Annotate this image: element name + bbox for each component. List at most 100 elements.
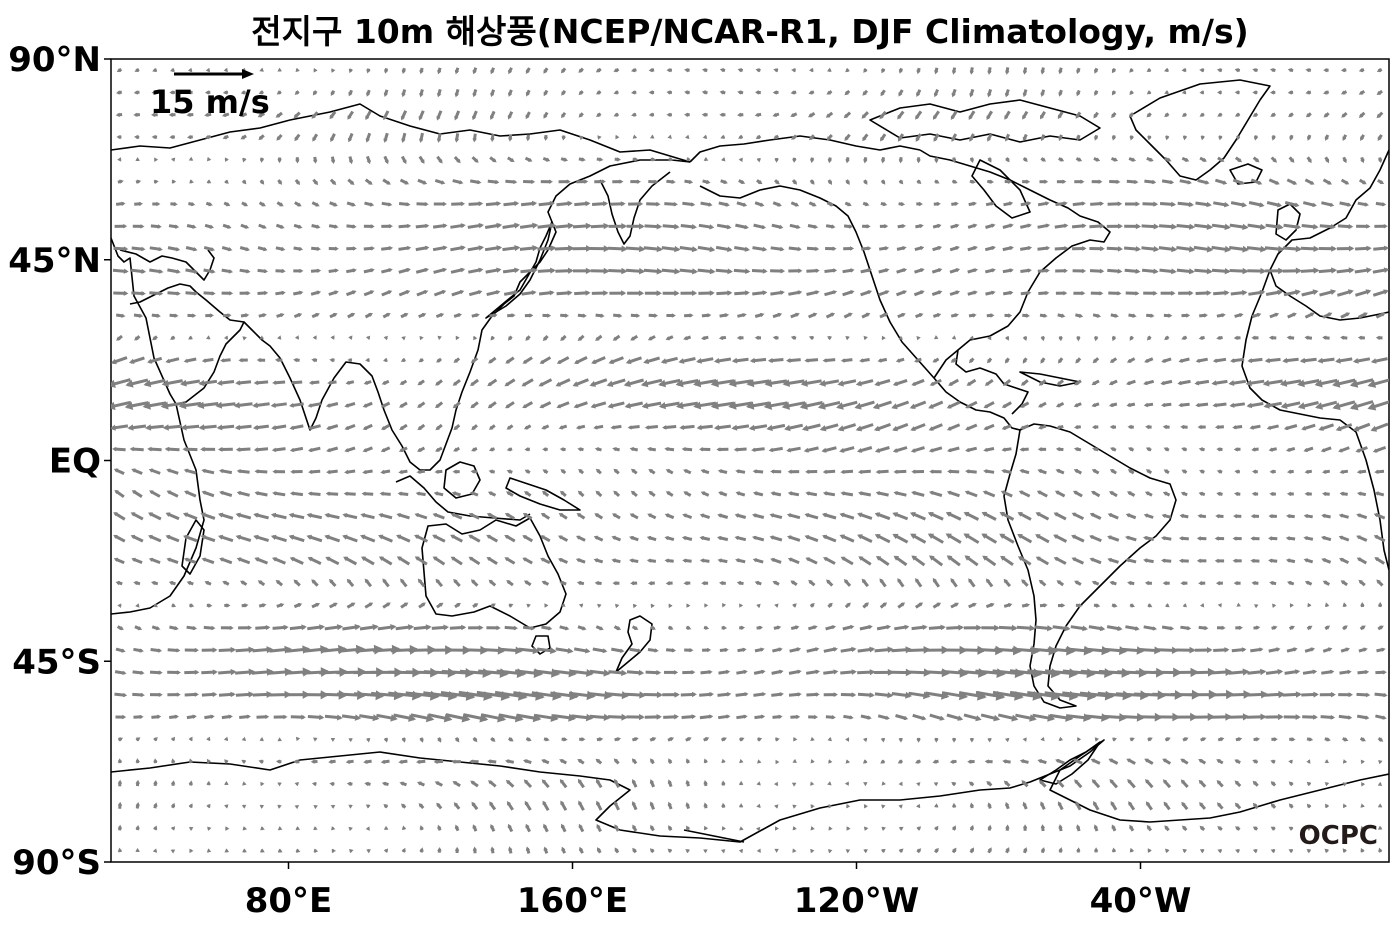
wind-arrow bbox=[1283, 714, 1301, 720]
wind-arrow bbox=[1218, 135, 1223, 141]
wind-arrow bbox=[1142, 201, 1159, 207]
wind-arrow bbox=[116, 334, 123, 341]
wind-arrow bbox=[272, 469, 286, 474]
wind-arrow bbox=[863, 759, 868, 764]
wind-arrow bbox=[348, 68, 353, 74]
wind-arrow bbox=[614, 824, 620, 832]
wind-arrow bbox=[644, 290, 662, 297]
wind-arrow bbox=[626, 669, 645, 676]
wind-arrow bbox=[418, 312, 427, 319]
wind-arrow bbox=[629, 647, 642, 653]
wind-arrow bbox=[1342, 156, 1347, 164]
wind-arrow bbox=[348, 738, 353, 743]
wind-arrow bbox=[329, 602, 338, 609]
wind-arrow bbox=[1377, 134, 1383, 141]
wind-arrow bbox=[1019, 447, 1029, 452]
wind-arrow bbox=[1234, 759, 1241, 765]
wind-arrow bbox=[148, 468, 161, 475]
wind-arrow bbox=[1022, 89, 1028, 98]
wind-arrow bbox=[1287, 469, 1294, 474]
wind-arrow bbox=[911, 555, 926, 567]
wind-arrow bbox=[258, 201, 266, 207]
wind-arrow bbox=[1147, 135, 1152, 141]
wind-arrow bbox=[381, 379, 390, 385]
wind-arrow bbox=[631, 737, 639, 742]
wind-arrow bbox=[454, 824, 460, 832]
wind-arrow bbox=[612, 581, 620, 586]
wind-arrow bbox=[861, 312, 871, 319]
wind-arrow bbox=[658, 378, 681, 388]
wind-arrow bbox=[1303, 558, 1314, 564]
wind-arrow bbox=[437, 89, 442, 98]
wind-arrow bbox=[240, 134, 247, 140]
wind-arrow bbox=[775, 826, 779, 831]
wind-arrow bbox=[1376, 579, 1384, 587]
wind-arrow bbox=[1092, 801, 1100, 811]
wind-arrow bbox=[1322, 312, 1333, 319]
wind-arrow bbox=[1109, 424, 1117, 430]
wind-arrow bbox=[590, 222, 610, 230]
wind-arrow bbox=[1075, 357, 1082, 364]
wind-arrow bbox=[502, 222, 521, 229]
wind-arrow bbox=[419, 335, 424, 341]
wind-arrow bbox=[342, 534, 358, 543]
wind-arrow bbox=[1283, 289, 1301, 297]
wind-arrow bbox=[738, 179, 746, 185]
wind-arrow bbox=[628, 201, 644, 207]
wind-arrow bbox=[999, 511, 1015, 521]
wind-arrow bbox=[594, 580, 602, 586]
wind-arrow bbox=[113, 534, 126, 543]
wind-arrow bbox=[224, 157, 229, 162]
wind-arrow bbox=[1352, 357, 1371, 364]
wind-arrow bbox=[680, 691, 697, 698]
wind-arrow bbox=[417, 781, 425, 787]
wind-arrow bbox=[311, 201, 320, 207]
wind-arrow bbox=[1146, 335, 1152, 341]
wind-arrow bbox=[1324, 134, 1330, 141]
wind-arrow bbox=[543, 89, 549, 97]
wind-arrow bbox=[839, 446, 855, 453]
wind-arrow bbox=[987, 179, 994, 184]
wind-arrow bbox=[1038, 379, 1047, 386]
wind-arrow bbox=[676, 401, 699, 410]
wind-arrow bbox=[1038, 579, 1047, 587]
wind-arrow bbox=[364, 602, 374, 609]
wind-arrow bbox=[186, 580, 194, 586]
wind-arrow bbox=[166, 468, 179, 475]
wind-arrow bbox=[1251, 491, 1259, 497]
wind-arrow bbox=[822, 491, 836, 497]
wind-arrow bbox=[150, 648, 163, 653]
wind-arrow bbox=[1304, 335, 1313, 340]
wind-arrow bbox=[135, 847, 140, 852]
wind-arrow bbox=[735, 469, 746, 474]
wind-arrow bbox=[827, 335, 832, 341]
wind-arrow bbox=[771, 223, 784, 230]
wind-arrow bbox=[1002, 268, 1014, 274]
wind-arrow bbox=[1128, 157, 1136, 162]
wind-arrow bbox=[1112, 737, 1117, 742]
wind-arrow bbox=[472, 846, 477, 854]
wind-arrow bbox=[204, 135, 212, 140]
wind-arrow bbox=[876, 624, 892, 631]
wind-arrow bbox=[544, 603, 549, 608]
wind-arrow bbox=[981, 511, 997, 521]
wind-arrow bbox=[289, 424, 304, 431]
wind-arrow bbox=[1214, 536, 1225, 541]
wind-arrow bbox=[1022, 737, 1027, 742]
wind-arrow bbox=[313, 848, 319, 853]
wind-arrow bbox=[827, 849, 833, 854]
wind-arrow bbox=[648, 468, 656, 475]
wind-arrow bbox=[1144, 179, 1157, 185]
wind-arrow bbox=[861, 246, 872, 251]
wind-arrow bbox=[1342, 848, 1347, 853]
wind-arrow bbox=[1146, 90, 1152, 95]
wind-arrow bbox=[276, 90, 282, 95]
wind-arrow bbox=[631, 824, 638, 832]
wind-arrow bbox=[597, 135, 602, 140]
wind-arrow bbox=[699, 447, 711, 452]
wind-arrow bbox=[951, 737, 957, 743]
wind-arrow bbox=[401, 803, 407, 809]
wind-arrow bbox=[362, 423, 373, 431]
wind-arrow bbox=[170, 201, 178, 207]
wind-arrow bbox=[348, 826, 353, 832]
